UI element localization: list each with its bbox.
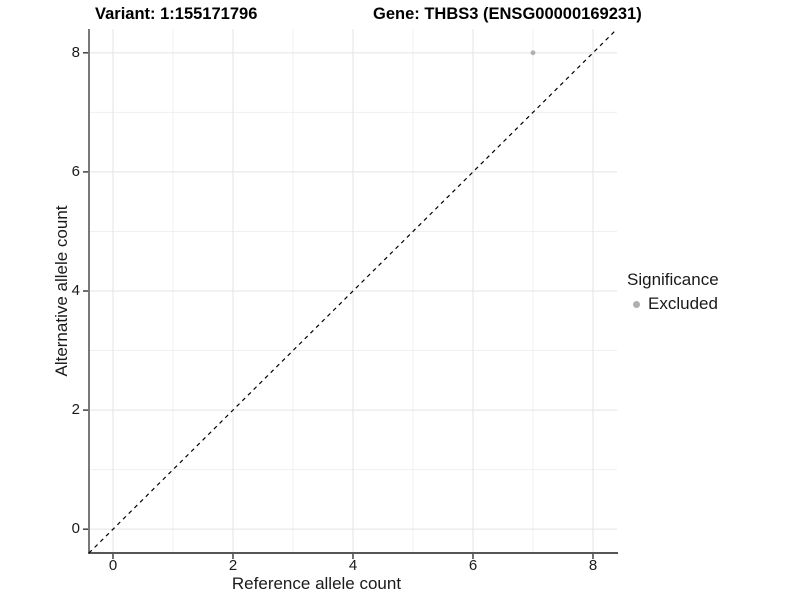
- y-tick-label: 8: [71, 43, 80, 61]
- legend-item-label: Excluded: [648, 294, 718, 313]
- y-tick-label: 6: [71, 162, 80, 180]
- legend-item: Excluded: [627, 294, 719, 314]
- identity-reference-line: [88, 28, 618, 554]
- x-tick-label: 0: [108, 557, 118, 574]
- x-tick-label: 8: [588, 557, 598, 574]
- y-tick-label: 4: [71, 282, 80, 299]
- x-tick-label: 2: [228, 557, 238, 574]
- legend: Significance Excluded: [627, 270, 719, 314]
- x-tick-label: 4: [348, 557, 358, 574]
- y-tick-label: 2: [71, 401, 80, 419]
- data-point: [530, 50, 536, 56]
- plot-title-gene: Gene: THBS3 (ENSG00000169231): [373, 5, 642, 23]
- x-tick-label: 6: [468, 557, 478, 574]
- legend-items: Excluded: [627, 294, 719, 314]
- legend-title: Significance: [627, 270, 719, 289]
- x-axis-title: Reference allele count: [231, 574, 402, 593]
- y-tick-label: 0: [71, 520, 80, 538]
- plot-title-variant: Variant: 1:155171796: [95, 5, 258, 23]
- legend-marker-dot-icon: [633, 300, 640, 308]
